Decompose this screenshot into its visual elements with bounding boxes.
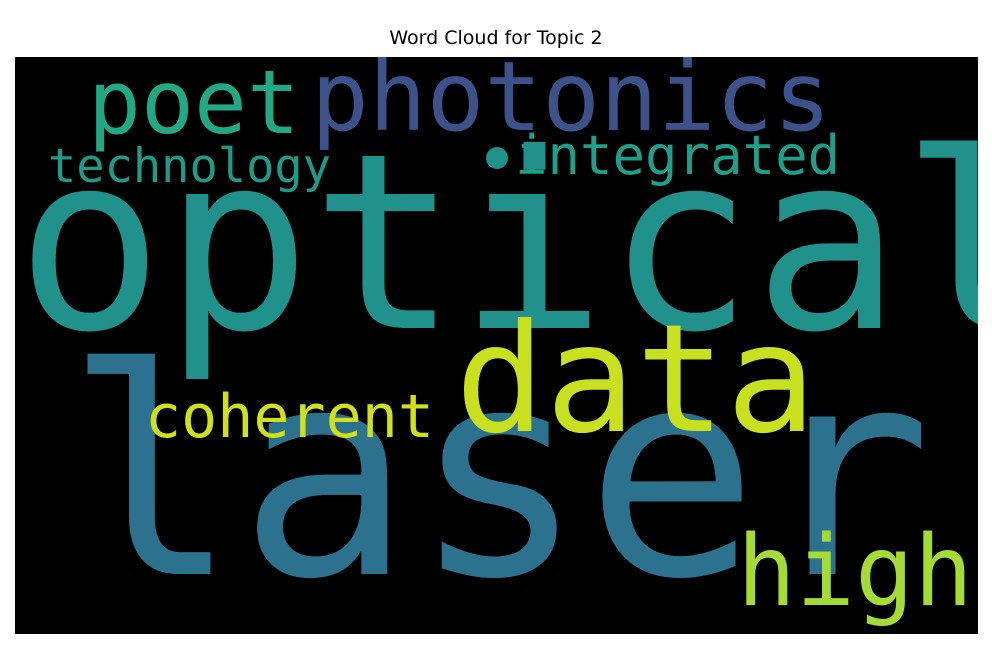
word-coherent: coherent bbox=[145, 382, 434, 452]
word-cloud-panel: photonics poet technology integrated opt… bbox=[15, 57, 978, 634]
word-poet: poet bbox=[88, 57, 300, 154]
word-photonics: photonics bbox=[311, 57, 832, 153]
dot-mark bbox=[486, 147, 508, 169]
chart-title: Word Cloud for Topic 2 bbox=[389, 27, 603, 49]
word-data: data bbox=[455, 293, 817, 467]
word-technology: technology bbox=[48, 139, 331, 194]
word-optical: optical bbox=[16, 101, 978, 386]
word-laser: laser bbox=[65, 307, 932, 634]
word-integrated: integrated bbox=[515, 124, 841, 187]
word-high: high bbox=[737, 515, 974, 629]
